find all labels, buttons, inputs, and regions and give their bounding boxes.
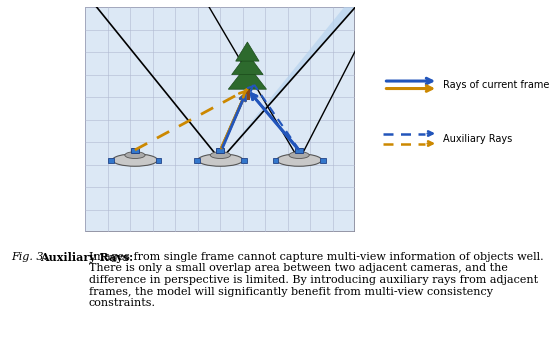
Text: Auxiliary Rays:: Auxiliary Rays: <box>40 252 133 263</box>
Ellipse shape <box>112 154 158 166</box>
Bar <box>245 88 250 100</box>
Bar <box>131 149 139 154</box>
Bar <box>273 158 278 163</box>
Bar <box>109 158 114 163</box>
Text: Images from single frame cannot capture multi-view information of objects well. : Images from single frame cannot capture … <box>89 252 543 308</box>
Ellipse shape <box>289 152 309 159</box>
Polygon shape <box>85 7 355 232</box>
Bar <box>295 149 303 154</box>
Ellipse shape <box>125 152 145 159</box>
Ellipse shape <box>198 154 243 166</box>
Bar <box>217 149 224 154</box>
Bar <box>241 158 247 163</box>
Text: Auxiliary Rays: Auxiliary Rays <box>443 134 512 144</box>
Polygon shape <box>228 65 267 89</box>
Text: Fig. 3.: Fig. 3. <box>11 252 47 262</box>
Bar <box>155 158 161 163</box>
Ellipse shape <box>277 154 322 166</box>
Polygon shape <box>236 42 259 61</box>
Ellipse shape <box>210 152 230 159</box>
Polygon shape <box>231 53 263 75</box>
Polygon shape <box>220 7 355 160</box>
Bar <box>320 158 326 163</box>
Bar <box>194 158 199 163</box>
Text: Rays of current frame: Rays of current frame <box>443 80 549 90</box>
